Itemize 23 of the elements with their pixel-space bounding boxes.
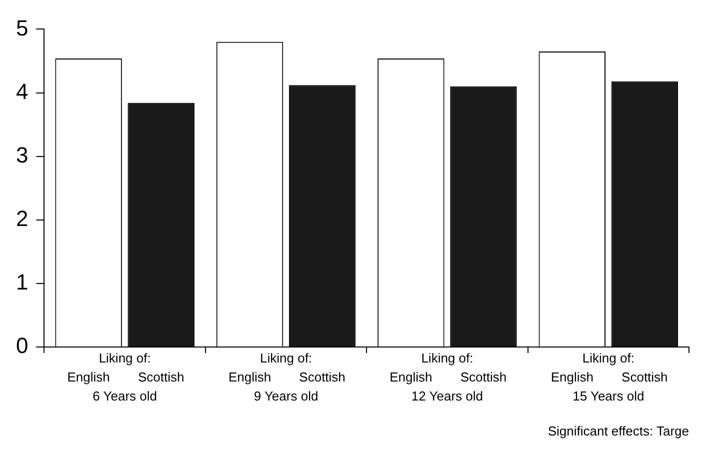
y-tick-label: 4 — [16, 78, 28, 104]
text: Significant effects: Targe — [548, 424, 689, 439]
x-tick-label: 9 Years old — [254, 388, 318, 404]
series-label: English — [67, 370, 110, 385]
text: English — [390, 370, 432, 385]
text: Liking of: — [582, 350, 634, 366]
series-label: Scottish — [138, 370, 184, 385]
x-tick-label: 12 Years old — [411, 388, 483, 404]
text: English — [228, 370, 272, 385]
text: English — [550, 370, 594, 385]
text: Scottish — [622, 370, 668, 385]
y-tick-label: 5 — [16, 15, 28, 40]
y-tick-label: 3 — [16, 142, 28, 168]
y-tick-label: 2 — [16, 206, 28, 231]
x-tick-label: 6 Years old — [92, 388, 158, 404]
text: Scottish — [299, 370, 346, 385]
text: Liking of: — [98, 350, 151, 366]
text: Liking of: — [260, 350, 312, 366]
text: Liking of: — [421, 350, 474, 366]
y-tick-label: 1 — [16, 270, 28, 295]
y-tick-label: 0 — [16, 333, 28, 358]
x-tick-label: 15 Years old — [572, 388, 644, 404]
text: Scottish — [460, 370, 507, 385]
